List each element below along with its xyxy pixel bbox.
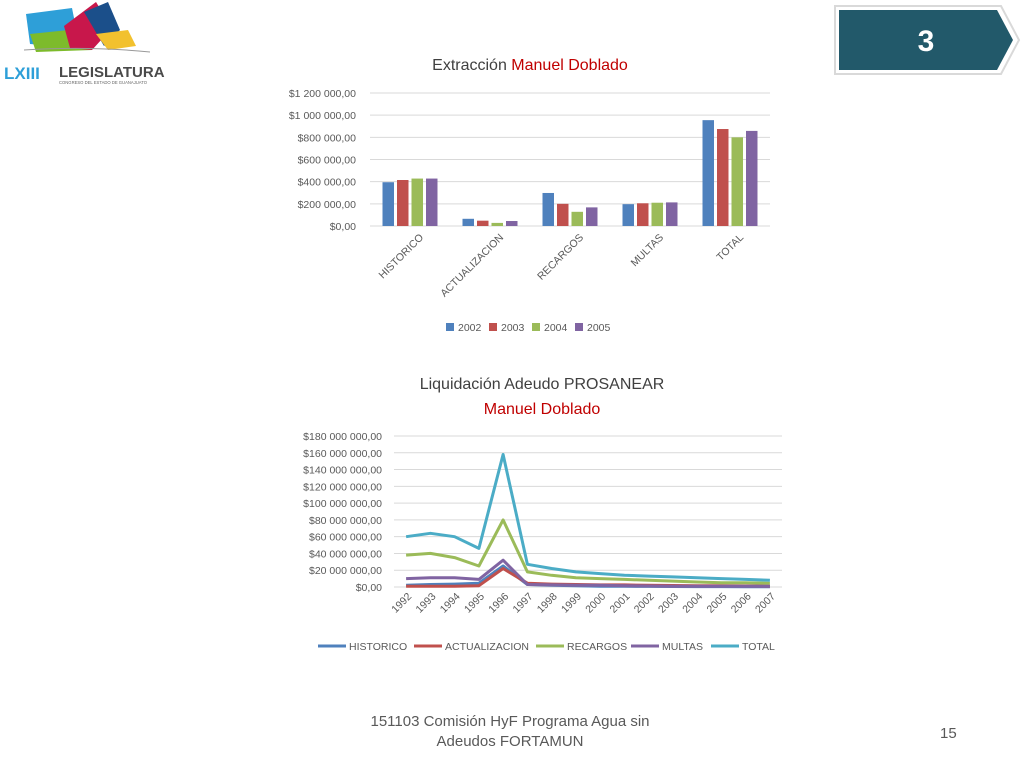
- legend-label: RECARGOS: [567, 641, 627, 653]
- bar: [491, 222, 503, 226]
- series-line: [405, 518, 770, 585]
- legend-swatch: [446, 323, 454, 331]
- y-tick-label: $600 000,00: [298, 155, 357, 167]
- y-tick-label: $0,00: [330, 221, 356, 233]
- chart-title-main: Extracción: [432, 57, 511, 74]
- legislatura-logo: LXIII LEGISLATURA CONGRESO DEL ESTADO DE…: [0, 0, 170, 95]
- x-tick-label: 1997: [510, 591, 535, 616]
- chart-title-accent: Manuel Doblado: [484, 401, 601, 418]
- bar: [462, 218, 474, 226]
- bar: [557, 203, 569, 226]
- chart-title-accent: Manuel Doblado: [511, 57, 628, 74]
- legend-label: 2004: [544, 322, 568, 334]
- bar: [666, 202, 678, 226]
- x-tick-label: 1999: [559, 591, 584, 616]
- bar-chart-svg: Extracción Manuel Doblado $0,00 $200 000,0…: [289, 57, 770, 334]
- x-tick-label: 1998: [535, 591, 560, 616]
- x-tick-label: 1996: [486, 591, 511, 616]
- x-tick-label: 1993: [413, 591, 438, 616]
- footer-line-1: 151103 Comisión HyF Programa Agua sin: [370, 713, 650, 730]
- logo-shape-yellow: [96, 30, 136, 50]
- x-tick-label: 2004: [680, 591, 705, 616]
- logo-divider: [23, 47, 151, 53]
- bar: [702, 120, 714, 226]
- bar: [731, 137, 743, 226]
- badge-shape: 3: [834, 5, 1021, 75]
- legend-label: TOTAL: [742, 641, 775, 653]
- legend-label: 2003: [501, 322, 525, 334]
- bar: [717, 129, 729, 226]
- y-tick-label: $120 000 000,00: [303, 481, 382, 493]
- chart-title: Extracción Manuel Doblado: [432, 57, 628, 74]
- legend-label: MULTAS: [662, 641, 703, 653]
- bar: [397, 180, 409, 226]
- x-tick-label: 2002: [632, 591, 657, 616]
- bar: [542, 192, 554, 226]
- bar: [651, 202, 663, 226]
- legend-label: HISTORICO: [349, 641, 407, 653]
- y-tick-label: $60 000 000,00: [309, 532, 382, 544]
- x-tick-label: 2000: [583, 591, 608, 616]
- series-line: [406, 558, 770, 588]
- bar-chart-extraccion: Extracción Manuel Doblado $0,00 $200 000,0…: [270, 48, 790, 343]
- y-tick-label: $80 000 000,00: [309, 515, 382, 527]
- section-badge: 3: [833, 4, 1023, 76]
- legend-label: 2005: [587, 322, 611, 334]
- footer-line-2: Adeudos FORTAMUN: [436, 733, 584, 750]
- x-tick-label: 2003: [656, 591, 681, 616]
- x-tick-label: 2005: [704, 591, 729, 616]
- x-tick-label: 1994: [438, 591, 463, 616]
- line-chart-prosanear: Liquidación Adeudo PROSANEAR Manuel Dobla…: [270, 368, 790, 658]
- y-tick-label: $160 000 000,00: [303, 448, 382, 460]
- bar: [571, 211, 583, 226]
- legend-label: 2002: [458, 322, 482, 334]
- y-tick-label: $400 000,00: [298, 177, 357, 189]
- page-number: 15: [940, 725, 957, 742]
- bar: [746, 130, 758, 226]
- logo-subtitle: CONGRESO DEL ESTADO DE GUANAJUATO: [59, 80, 148, 85]
- logo-text: LEGISLATURA: [59, 64, 165, 81]
- x-tick-label: ACTUALIZACION: [438, 232, 506, 300]
- y-tick-label: $200 000,00: [298, 199, 357, 211]
- y-tick-label: $140 000 000,00: [303, 465, 382, 477]
- x-tick-label: MULTAS: [629, 232, 666, 269]
- y-tick-label: $1 200 000,00: [289, 88, 356, 100]
- y-tick-label: $100 000 000,00: [303, 498, 382, 510]
- legend-label: ACTUALIZACION: [445, 641, 529, 653]
- logo-roman: LXIII: [4, 64, 40, 83]
- x-tick-label: RECARGOS: [535, 232, 586, 283]
- y-tick-label: $20 000 000,00: [309, 565, 382, 577]
- y-tick-label: $800 000,00: [298, 132, 357, 144]
- x-tick-label: 2001: [607, 591, 632, 616]
- bar: [622, 204, 634, 226]
- bar: [506, 221, 518, 226]
- bar: [477, 220, 489, 226]
- legend-swatch: [532, 323, 540, 331]
- series-line: [405, 453, 770, 582]
- legend-swatch: [489, 323, 497, 331]
- y-tick-label: $40 000 000,00: [309, 548, 382, 560]
- bar: [426, 178, 438, 226]
- badge-number: 3: [918, 25, 935, 58]
- line-chart-svg: Liquidación Adeudo PROSANEAR Manuel Dobla…: [303, 376, 782, 653]
- x-tick-label: 2007: [753, 591, 778, 616]
- x-tick-label: 1995: [462, 591, 487, 616]
- x-tick-label: HISTORICO: [377, 232, 427, 282]
- legend-swatch: [575, 323, 583, 331]
- x-tick-label: TOTAL: [714, 232, 746, 264]
- x-tick-label: 2006: [729, 591, 754, 616]
- chart-title: Liquidación Adeudo PROSANEAR: [420, 376, 665, 393]
- bar: [637, 203, 649, 226]
- y-tick-label: $0,00: [356, 582, 382, 594]
- bar: [586, 207, 598, 226]
- footer-caption: 151103 Comisión HyF Programa Agua sin Ad…: [340, 712, 680, 752]
- bar: [411, 178, 423, 226]
- bar: [382, 182, 394, 226]
- x-tick-label: 1992: [389, 591, 414, 616]
- y-tick-label: $1 000 000,00: [289, 110, 356, 122]
- logo-graphic: LXIII LEGISLATURA CONGRESO DEL ESTADO DE…: [4, 2, 165, 85]
- y-tick-label: $180 000 000,00: [303, 431, 382, 443]
